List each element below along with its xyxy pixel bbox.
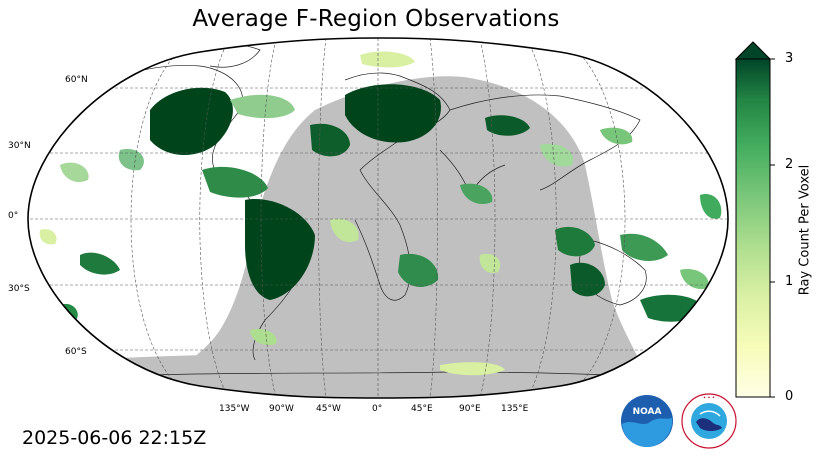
timestamp: 2025-06-06 22:15Z: [22, 427, 207, 449]
lat-label-60n: 60°N: [65, 75, 88, 85]
antarctic-shade: [90, 351, 700, 398]
lon-label-45w: 45°W: [316, 404, 341, 414]
nws-logo: • • •: [681, 393, 737, 449]
colorbar-tick-label-0: 0: [785, 389, 794, 404]
lon-label-90w: 90°W: [269, 404, 294, 414]
lat-label-60s: 60°S: [65, 347, 87, 357]
lat-label-0: 0°: [8, 211, 19, 221]
lon-label-135w: 135°W: [219, 404, 250, 414]
lon-label-90e: 90°E: [459, 404, 481, 414]
colorbar-tick-label-3: 3: [785, 51, 794, 66]
map-boundary: [27, 37, 729, 399]
lon-label-135e: 135°E: [501, 404, 529, 414]
graticule: [28, 38, 728, 398]
map-title: Average F-Region Observations: [192, 6, 560, 32]
colorbar-extend-arrow: [734, 41, 772, 60]
noaa-logo: NOAA: [621, 395, 673, 447]
lon-label-45e: 45°E: [411, 404, 433, 414]
colorbar-tick-label-1: 1: [785, 274, 794, 289]
lat-label-30n: 30°N: [8, 141, 31, 151]
night-shade-region: [120, 76, 660, 398]
colorbar-fill: [735, 58, 771, 398]
colorbar-tick-label-2: 2: [785, 157, 794, 172]
colorbar: [734, 41, 775, 398]
nws-logo-text: • • •: [703, 396, 715, 401]
noaa-logo-text: NOAA: [633, 407, 662, 417]
lon-label-0: 0°: [372, 404, 383, 414]
ray-count-layer: [39, 51, 722, 376]
lat-label-30s: 30°S: [8, 284, 30, 294]
colorbar-label: Ray Count Per Voxel: [797, 164, 813, 296]
